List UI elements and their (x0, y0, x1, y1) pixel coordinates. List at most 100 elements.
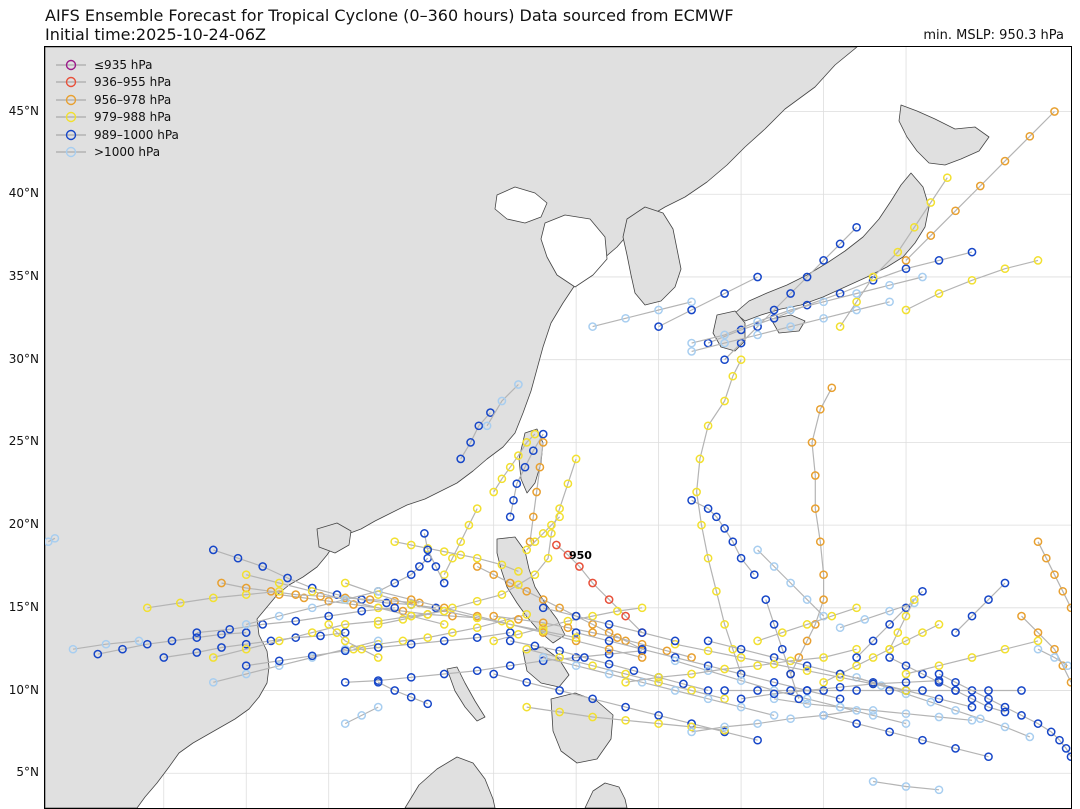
track-point (472, 553, 482, 563)
track-point (868, 636, 878, 646)
track-point (654, 672, 663, 682)
track-point (448, 603, 457, 613)
track-point (703, 694, 713, 704)
track-point (687, 669, 696, 679)
track-point (357, 711, 367, 720)
track-line (378, 458, 577, 625)
track-line (905, 259, 1039, 311)
track-point (456, 454, 466, 464)
track-line (905, 111, 1055, 261)
track-line (486, 384, 519, 427)
yellow-sea (540, 214, 608, 288)
track-point (918, 735, 927, 745)
track-point (439, 578, 449, 588)
track-point (555, 686, 564, 695)
track-point (901, 611, 911, 621)
track-point (769, 620, 779, 629)
track-line (529, 442, 544, 542)
track-point (909, 595, 919, 604)
track-point (528, 446, 538, 456)
track-point (720, 524, 729, 533)
track-point (786, 669, 795, 679)
track-point (373, 702, 383, 712)
track-point (1000, 644, 1010, 654)
track-point (398, 606, 408, 616)
track-point (439, 620, 449, 629)
track-point (753, 330, 762, 340)
track-point (525, 537, 535, 547)
track-point (835, 322, 845, 331)
latitude-label: 35°N (8, 268, 39, 283)
track-point (217, 578, 226, 588)
track-point (670, 656, 680, 666)
track-point (1050, 107, 1059, 116)
track-line (493, 433, 536, 493)
track-point (918, 272, 927, 282)
track-point (340, 620, 350, 629)
track-line (345, 650, 643, 683)
korea (622, 206, 682, 306)
track-point (1033, 719, 1043, 728)
track-point (703, 421, 713, 431)
track-point (563, 623, 573, 633)
legend-item: 979–988 hPa (54, 109, 179, 127)
track-point (340, 595, 350, 604)
track-point (951, 677, 960, 687)
track-point (324, 611, 334, 621)
track-point (514, 451, 523, 460)
track-point (505, 512, 515, 522)
track-line (196, 607, 395, 634)
track-line (377, 681, 428, 705)
track-point (852, 719, 861, 728)
track-point (522, 677, 532, 687)
track-point (852, 289, 861, 298)
track-line (691, 301, 890, 352)
track-line (147, 590, 280, 609)
track-line (213, 549, 436, 609)
track-point (538, 529, 548, 538)
track-point (431, 603, 441, 613)
track-point (505, 661, 515, 671)
track-point (307, 586, 317, 596)
track-point (827, 383, 837, 393)
track-point (975, 714, 985, 724)
track-point (835, 702, 845, 712)
track-point (406, 570, 416, 580)
track-line (1037, 541, 1071, 609)
track-point (1066, 677, 1071, 687)
track-point (860, 615, 870, 624)
track-point (670, 636, 680, 646)
track-point (934, 712, 944, 722)
track-point (951, 706, 960, 715)
track-point (697, 520, 706, 530)
track-line (493, 673, 758, 741)
track-point (307, 603, 317, 613)
mindanao (550, 692, 614, 764)
track-point (687, 347, 696, 356)
track-point (984, 752, 993, 762)
track-point (621, 611, 630, 621)
track-line (543, 656, 775, 716)
mainland-asia (45, 47, 858, 808)
track-point (423, 633, 433, 642)
sulawesi (584, 782, 628, 808)
track-point (852, 297, 861, 307)
track-point (1033, 636, 1043, 646)
track-point (687, 495, 696, 505)
track-point (901, 782, 911, 791)
track-point (926, 231, 936, 240)
track-point (819, 653, 828, 662)
track-point (489, 487, 499, 497)
track-point (901, 709, 911, 719)
track-point (815, 404, 825, 414)
track-point (736, 653, 746, 662)
track-point (909, 222, 919, 232)
legend-label: ≤935 hPa (94, 57, 153, 72)
track-point (208, 593, 218, 603)
min-pressure-annotation: 950 (569, 549, 592, 562)
track-point (509, 495, 518, 505)
track-point (340, 719, 350, 728)
ensemble-tracks (45, 107, 1071, 795)
track-point (934, 676, 944, 685)
track-point (802, 595, 812, 604)
